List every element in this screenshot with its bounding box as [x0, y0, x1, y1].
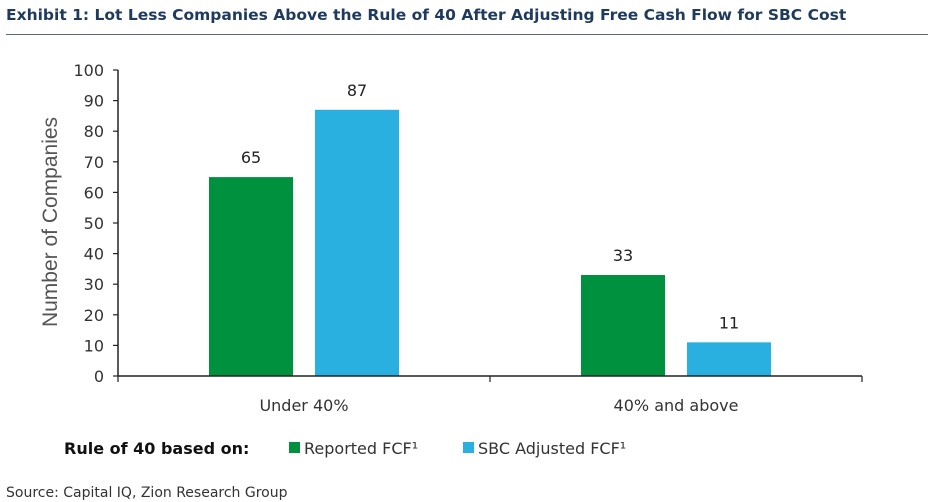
y-tick-label: 100 — [73, 61, 104, 80]
legend-title: Rule of 40 based on: — [64, 439, 249, 458]
y-tick-label: 70 — [84, 153, 104, 172]
bar-sbc-adjusted-1 — [687, 342, 771, 376]
legend-label-sbc-adjusted: SBC Adjusted FCF¹ — [478, 439, 626, 458]
y-tick-label: 50 — [84, 214, 104, 233]
source-note: Source: Capital IQ, Zion Research Group — [6, 485, 288, 501]
y-tick-label: 20 — [84, 306, 104, 325]
exhibit-title: Exhibit 1: Lot Less Companies Above the … — [6, 6, 847, 24]
legend-swatch-sbc-adjusted — [463, 442, 474, 453]
x-tick-label: Under 40% — [259, 396, 348, 415]
bar-sbc-adjusted-0 — [315, 109, 399, 376]
bar-reported-0 — [209, 177, 293, 376]
y-tick-label: 30 — [84, 275, 104, 294]
title-divider — [6, 34, 928, 35]
data-label: 87 — [347, 81, 367, 100]
y-tick-label: 40 — [84, 245, 104, 264]
y-tick-label: 10 — [84, 336, 104, 355]
legend-swatch-reported — [289, 442, 300, 453]
y-tick-label: 90 — [84, 92, 104, 111]
bar-reported-1 — [581, 275, 665, 376]
x-tick-label: 40% and above — [614, 396, 739, 415]
data-label: 65 — [241, 148, 261, 167]
legend-label-reported: Reported FCF¹ — [304, 439, 418, 458]
y-axis-label: Number of Companies — [39, 117, 62, 327]
y-tick-label: 0 — [94, 367, 104, 386]
data-label: 11 — [719, 313, 739, 332]
y-tick-label: 80 — [84, 122, 104, 141]
data-label: 33 — [613, 246, 633, 265]
chart: Number of Companies Rule of 40 based on:… — [39, 61, 863, 458]
y-tick-label: 60 — [84, 183, 104, 202]
